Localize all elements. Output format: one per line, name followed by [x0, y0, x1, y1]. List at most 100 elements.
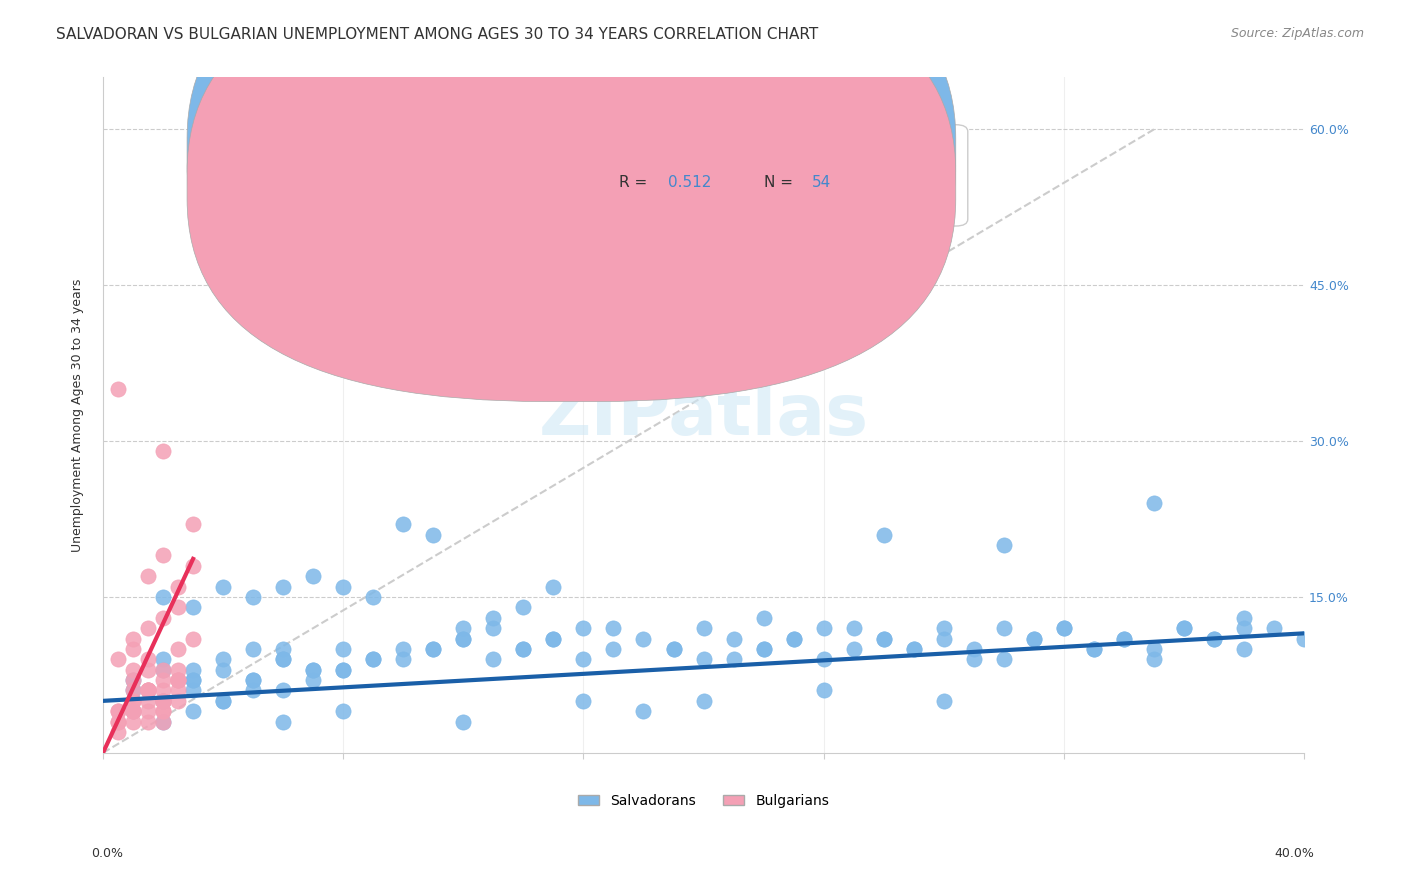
Point — [122, 683, 145, 698]
Point — [271, 714, 294, 729]
Point — [271, 580, 294, 594]
Point — [1233, 621, 1256, 635]
Point — [512, 600, 534, 615]
Point — [1112, 632, 1135, 646]
Point — [181, 673, 204, 687]
Point — [136, 683, 159, 698]
Point — [422, 527, 444, 541]
Point — [107, 714, 129, 729]
Text: N =: N = — [763, 141, 797, 156]
Point — [181, 632, 204, 646]
Point — [181, 600, 204, 615]
Point — [392, 652, 415, 666]
Point — [873, 632, 896, 646]
Point — [136, 714, 159, 729]
Point — [152, 590, 174, 604]
Point — [136, 663, 159, 677]
Point — [152, 652, 174, 666]
Point — [212, 694, 235, 708]
Point — [1083, 641, 1105, 656]
Point — [152, 683, 174, 698]
Point — [136, 569, 159, 583]
Point — [1053, 621, 1076, 635]
Point — [1053, 621, 1076, 635]
Point — [572, 621, 595, 635]
Point — [392, 517, 415, 532]
Point — [152, 663, 174, 677]
Point — [482, 621, 505, 635]
Point — [752, 641, 775, 656]
Point — [422, 641, 444, 656]
Point — [152, 714, 174, 729]
Point — [361, 590, 384, 604]
Point — [136, 683, 159, 698]
Text: N =: N = — [763, 175, 797, 190]
Point — [152, 444, 174, 458]
Point — [543, 632, 565, 646]
Point — [332, 663, 354, 677]
Point — [361, 652, 384, 666]
Point — [242, 641, 264, 656]
Point — [181, 558, 204, 573]
Point — [932, 621, 955, 635]
Point — [136, 683, 159, 698]
Point — [122, 673, 145, 687]
Point — [152, 704, 174, 718]
Point — [1022, 632, 1045, 646]
Point — [633, 632, 655, 646]
Point — [152, 549, 174, 563]
Point — [167, 663, 190, 677]
Point — [167, 580, 190, 594]
FancyBboxPatch shape — [523, 125, 967, 226]
Text: 0.301: 0.301 — [668, 141, 711, 156]
Point — [167, 673, 190, 687]
Point — [873, 527, 896, 541]
Point — [903, 641, 925, 656]
Point — [1112, 632, 1135, 646]
Point — [1143, 652, 1166, 666]
Text: R =: R = — [620, 141, 652, 156]
Text: R =: R = — [620, 175, 652, 190]
Point — [813, 621, 835, 635]
Point — [152, 611, 174, 625]
Point — [122, 704, 145, 718]
Point — [167, 600, 190, 615]
Point — [107, 704, 129, 718]
Point — [782, 632, 804, 646]
Point — [136, 652, 159, 666]
Point — [302, 569, 325, 583]
Text: 0.0%: 0.0% — [91, 847, 124, 861]
Point — [212, 580, 235, 594]
Point — [271, 652, 294, 666]
Point — [122, 694, 145, 708]
Text: 118: 118 — [811, 141, 841, 156]
Point — [122, 632, 145, 646]
Point — [572, 694, 595, 708]
Point — [842, 641, 865, 656]
Text: SALVADORAN VS BULGARIAN UNEMPLOYMENT AMONG AGES 30 TO 34 YEARS CORRELATION CHART: SALVADORAN VS BULGARIAN UNEMPLOYMENT AMO… — [56, 27, 818, 42]
Point — [453, 714, 475, 729]
Text: ZIPatlas: ZIPatlas — [538, 381, 869, 450]
Point — [482, 652, 505, 666]
Point — [392, 641, 415, 656]
Text: 40.0%: 40.0% — [1275, 847, 1315, 861]
Point — [122, 663, 145, 677]
Point — [752, 611, 775, 625]
Point — [1263, 621, 1285, 635]
Point — [692, 694, 714, 708]
Point — [302, 663, 325, 677]
Point — [993, 621, 1015, 635]
Point — [212, 694, 235, 708]
Point — [181, 517, 204, 532]
Point — [1143, 641, 1166, 656]
Point — [813, 652, 835, 666]
Point — [1233, 611, 1256, 625]
Point — [572, 652, 595, 666]
Point — [602, 621, 624, 635]
Point — [813, 683, 835, 698]
Point — [136, 694, 159, 708]
Point — [242, 673, 264, 687]
Point — [152, 704, 174, 718]
Legend: Salvadorans, Bulgarians: Salvadorans, Bulgarians — [572, 789, 835, 814]
Point — [242, 683, 264, 698]
